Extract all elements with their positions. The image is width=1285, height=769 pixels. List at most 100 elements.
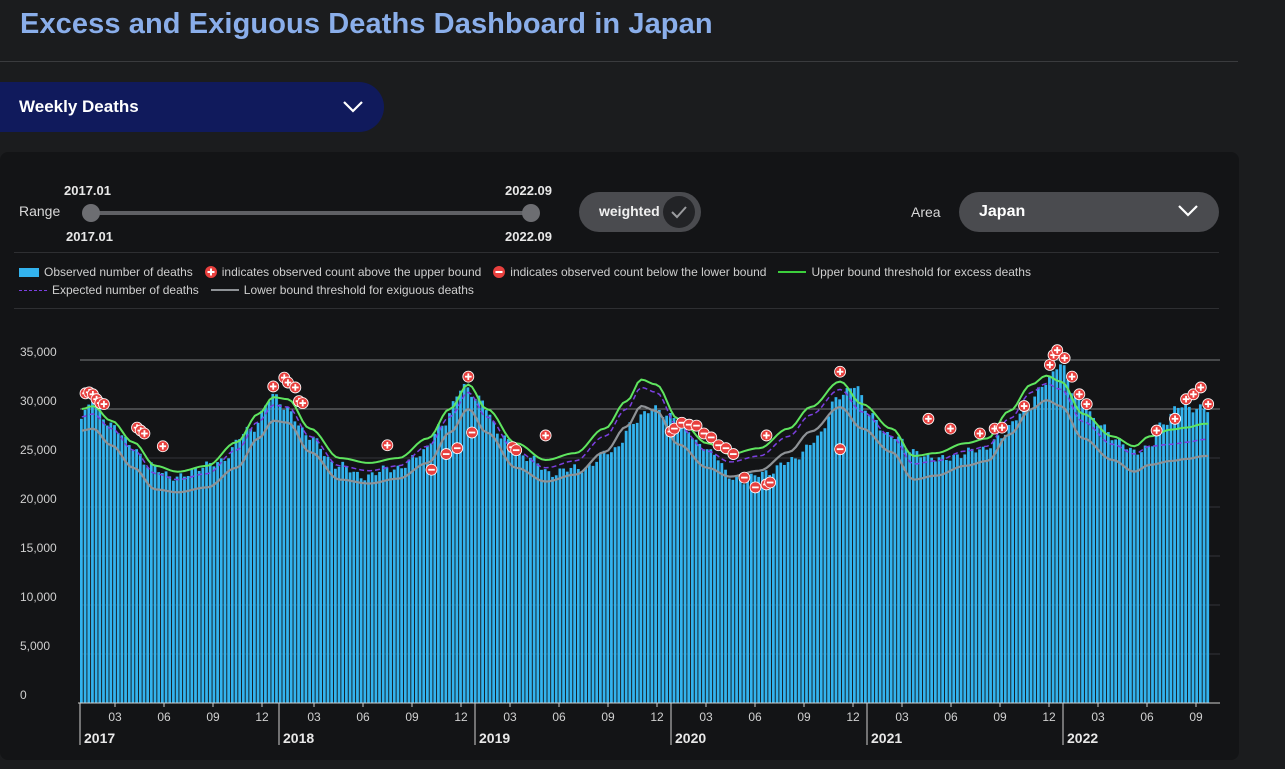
weighted-toggle[interactable]: weighted	[579, 192, 701, 232]
data-bar	[937, 457, 941, 703]
data-bar	[157, 472, 161, 703]
legend-observed[interactable]: Observed number of deaths	[19, 265, 193, 279]
data-bar	[341, 461, 345, 703]
data-bar	[370, 472, 374, 703]
data-bar	[1088, 411, 1092, 703]
data-bar	[683, 423, 687, 703]
data-bar	[1084, 408, 1088, 703]
legend-lower[interactable]: Lower bound threshold for exiguous death…	[210, 283, 474, 297]
data-bar	[1106, 432, 1110, 703]
data-bar	[595, 461, 599, 703]
legend-row-1: Observed number of deaths indicates obse…	[19, 265, 1043, 279]
x-year-label: 2020	[675, 730, 706, 746]
range-end-handle[interactable]	[522, 204, 540, 222]
y-tick-label: 10,000	[20, 590, 57, 604]
data-bar	[996, 435, 1000, 703]
data-bar	[330, 461, 334, 703]
view-dropdown[interactable]: Weekly Deaths	[0, 82, 384, 132]
range-slider-track[interactable]	[90, 211, 531, 215]
area-dropdown[interactable]: Japan	[959, 192, 1219, 232]
data-bar	[536, 463, 540, 703]
data-bar	[124, 436, 127, 703]
range-start-label: 2017.01	[66, 229, 113, 244]
range-start-handle[interactable]	[82, 204, 100, 222]
marker-bar	[700, 432, 708, 435]
data-bar	[429, 443, 433, 703]
data-bar	[779, 462, 783, 703]
data-bar	[518, 450, 521, 703]
bar-swatch-icon	[19, 267, 39, 277]
data-bar	[264, 405, 267, 703]
data-bar	[1158, 422, 1162, 703]
data-bar	[676, 422, 680, 703]
page-title: Excess and Exiguous Deaths Dashboard in …	[20, 8, 713, 40]
data-bar	[392, 469, 396, 703]
x-year-label: 2019	[479, 730, 510, 746]
data-bar	[345, 465, 348, 703]
x-month-label: 12	[255, 710, 269, 724]
divider	[14, 252, 1219, 253]
line-swatch-icon	[210, 289, 239, 291]
data-bar	[252, 431, 256, 703]
data-bar	[967, 447, 970, 703]
data-bar	[179, 473, 183, 703]
data-bar	[838, 399, 842, 703]
marker-bar	[752, 486, 759, 489]
data-bar	[363, 480, 367, 703]
legend-upper[interactable]: Upper bound threshold for excess deaths	[778, 265, 1031, 279]
data-bar	[1132, 449, 1136, 703]
divider	[14, 308, 1219, 309]
data-bar	[168, 476, 172, 703]
data-bar	[87, 404, 91, 703]
data-bar	[470, 396, 473, 703]
data-bar	[543, 469, 547, 703]
data-bar	[576, 468, 580, 703]
data-bar	[974, 452, 978, 703]
data-bar	[727, 478, 731, 703]
marker-bar	[836, 448, 844, 451]
data-bar	[716, 460, 720, 703]
data-bar	[300, 427, 304, 703]
marker-bar	[1078, 391, 1081, 398]
data-bar	[628, 422, 632, 703]
data-bar	[757, 476, 761, 703]
data-bar	[981, 446, 985, 703]
data-bar	[116, 433, 120, 703]
data-bar	[613, 447, 617, 703]
data-bar	[562, 468, 565, 703]
data-bar	[771, 473, 775, 703]
data-bar	[529, 457, 532, 703]
data-bar	[738, 479, 742, 703]
data-bar	[830, 401, 834, 703]
range-label: Range	[19, 203, 61, 219]
data-bar	[679, 421, 683, 703]
data-bar	[554, 475, 558, 703]
legend-expected[interactable]: Expected number of deaths	[19, 283, 199, 297]
data-bar	[580, 472, 584, 703]
marker-bar	[1048, 361, 1051, 369]
data-bar	[1018, 413, 1022, 703]
plus-marker-icon	[204, 266, 217, 278]
data-bar	[764, 470, 768, 703]
data-bar	[400, 468, 404, 703]
data-bar	[897, 436, 900, 703]
marker-bar	[1063, 354, 1066, 362]
data-bar	[989, 448, 992, 703]
data-bar	[481, 400, 484, 703]
data-bar	[194, 467, 197, 703]
x-month-label: 06	[356, 710, 370, 724]
dashed-line-swatch-icon	[19, 289, 47, 291]
x-year-label: 2018	[283, 730, 314, 746]
legend-below[interactable]: indicates observed count below the lower…	[493, 265, 766, 279]
data-bar	[783, 464, 786, 703]
marker-bar	[730, 453, 737, 455]
x-month-label: 09	[797, 710, 811, 724]
lower-bound-line	[81, 399, 1209, 494]
data-bar	[558, 468, 562, 703]
x-month-label: 03	[307, 710, 321, 724]
x-month-label: 06	[1140, 710, 1154, 724]
data-bar	[875, 419, 878, 703]
legend-above[interactable]: indicates observed count above the upper…	[204, 265, 481, 279]
data-bar	[219, 458, 223, 703]
x-month-label: 06	[157, 710, 171, 724]
